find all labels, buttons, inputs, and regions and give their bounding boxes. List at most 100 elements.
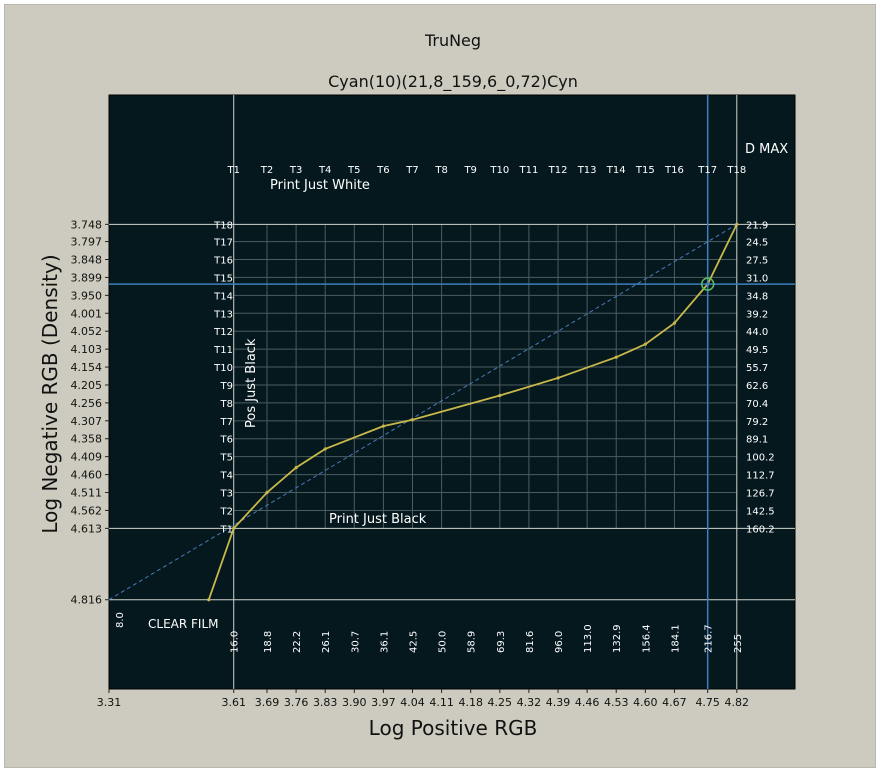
cyan-curve	[207, 222, 739, 602]
bottom-value-label: 18.8	[263, 631, 274, 653]
print-just-black-label: Print Just Black	[329, 512, 427, 527]
y-tick-label: 4.409	[71, 451, 103, 464]
bottom-value-label: 30.7	[350, 631, 361, 653]
x-tick-label: 3.83	[313, 696, 338, 709]
x-tick-label: 3.76	[284, 696, 309, 709]
bottom-value-label: 58.9	[467, 631, 478, 653]
x-tick-label: 4.67	[662, 696, 687, 709]
curve-point	[556, 376, 560, 380]
right-density-label: 79.2	[746, 417, 768, 428]
left-t-label: T6	[220, 435, 233, 446]
y-tick-label: 4.613	[71, 522, 103, 535]
curve-point	[265, 490, 269, 495]
d-max-label: D MAX	[745, 142, 788, 157]
right-density-label: 34.8	[746, 291, 768, 302]
right-density-label: 62.6	[746, 381, 768, 392]
x-tick-label: 4.60	[633, 696, 658, 709]
top-t-label: T17	[697, 165, 717, 176]
curve-point	[294, 465, 298, 470]
top-t-label: T14	[606, 165, 626, 176]
right-density-label: 126.7	[746, 489, 775, 500]
x-tick-label: 3.90	[342, 696, 367, 709]
left-t-label: T5	[220, 453, 233, 464]
curve-line	[207, 223, 738, 601]
bottom-value-label: 16.0	[230, 631, 241, 653]
y-tick-label: 4.103	[71, 343, 103, 356]
left-t-label: T18	[213, 220, 233, 231]
curve-point	[381, 424, 385, 428]
top-t-label: T7	[405, 165, 418, 176]
bottom-value-label: 184.1	[670, 624, 681, 653]
left-t-label: T17	[213, 238, 233, 249]
top-t-label: T9	[463, 165, 476, 176]
diagonal-line	[108, 223, 738, 601]
diagonal-reference	[108, 223, 738, 601]
right-density-label: 160.2	[746, 524, 775, 535]
bottom-value-label: 22.2	[292, 631, 303, 653]
left-t-label: T2	[220, 506, 233, 517]
right-density-label: 89.1	[746, 435, 768, 446]
bottom-value-label: 96.0	[554, 631, 565, 653]
bottom-value-label: 216.7	[704, 624, 715, 653]
y-tick-label: 4.154	[71, 361, 103, 374]
crosshair	[109, 95, 795, 689]
bottom-value-label: 36.1	[379, 631, 390, 653]
left-t-label: T10	[213, 363, 233, 374]
x-tick-label: 4.53	[604, 696, 629, 709]
t-labels: T1 T2 T3 T4 T5 T6 T7 T8 T9 T10 T11 T12 T13 T14 T15 T16 T…	[213, 165, 746, 535]
x-tick-label: 4.11	[429, 696, 454, 709]
y-axis-label: Log Negative RGB (Density)	[38, 254, 62, 533]
bottom-value-label: 50.0	[438, 631, 449, 653]
right-density-label: 21.9	[746, 220, 768, 231]
clear-film-value-label: 8.0	[115, 612, 126, 628]
curve-point	[735, 222, 739, 226]
y-tick-label: 4.562	[71, 504, 103, 517]
top-t-label: T15	[635, 165, 655, 176]
curve-point	[207, 598, 211, 602]
right-density-label: 44.0	[746, 327, 768, 338]
x-tick-label: 3.31	[97, 696, 122, 709]
y-tick-label: 3.950	[71, 289, 103, 302]
x-axis-label: Log Positive RGB	[369, 716, 538, 740]
bottom-value-label: 113.0	[583, 624, 594, 653]
x-tick-label: 4.18	[458, 696, 483, 709]
right-density-label: 112.7	[746, 471, 775, 482]
y-tick-label: 4.256	[71, 397, 103, 410]
top-t-label: T8	[434, 165, 447, 176]
left-t-label: T7	[220, 417, 233, 428]
left-t-label: T4	[220, 471, 233, 482]
y-tick-label: 4.307	[71, 415, 103, 428]
y-tick-label: 4.205	[71, 379, 103, 392]
top-t-label: T4	[318, 165, 331, 176]
x-tick-label: 3.97	[371, 696, 396, 709]
x-tick-label: 4.46	[575, 696, 600, 709]
top-t-label: T10	[489, 165, 509, 176]
right-density-labels: 21.9 24.5 27.5 31.0 34.8 39.2 44.0 49.5 55.7 62.6…	[746, 220, 775, 535]
left-t-label: T11	[213, 345, 233, 356]
y-tick-label: 3.797	[71, 236, 103, 249]
y-tick-label: 3.848	[71, 253, 103, 266]
right-density-label: 27.5	[746, 255, 768, 266]
y-tick-label: 3.748	[71, 218, 103, 231]
clear-film-label: CLEAR FILM	[148, 617, 219, 631]
bottom-value-label: 81.6	[525, 631, 536, 653]
plot-area	[108, 94, 796, 690]
top-t-label: T6	[376, 165, 389, 176]
y-tick-label: 4.816	[71, 594, 103, 607]
top-t-label: T16	[664, 165, 684, 176]
left-t-label: T16	[213, 255, 233, 266]
x-tick-label: 3.69	[255, 696, 280, 709]
x-tick-label: 4.82	[725, 696, 750, 709]
top-t-label: T3	[289, 165, 302, 176]
y-axis-ticks: 3.748 3.797 3.848 3.899 3.950 4.001 4.052 4.103…	[71, 218, 109, 607]
y-tick-label: 4.511	[71, 487, 103, 500]
selected-point-marker	[700, 277, 715, 291]
x-tick-label: 4.75	[695, 696, 720, 709]
bottom-value-label: 69.3	[496, 631, 507, 653]
bottom-value-label: 26.1	[321, 631, 332, 653]
print-just-white-label: Print Just White	[270, 178, 370, 193]
bottom-value-labels: 16.0 18.8 22.2 26.1 30.7 36.1 42.5 50.0 58.9 69.3…	[115, 612, 744, 653]
right-density-label: 31.0	[746, 273, 768, 284]
y-tick-label: 4.460	[71, 469, 103, 482]
